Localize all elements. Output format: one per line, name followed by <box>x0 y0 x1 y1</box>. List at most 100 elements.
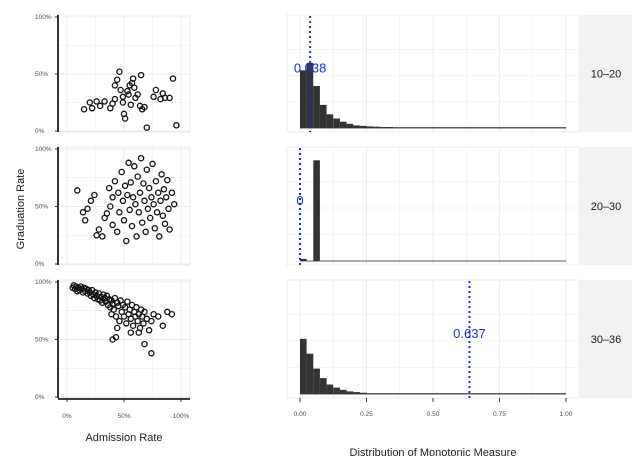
scatter-y-tick-label: 100% <box>35 146 52 153</box>
histogram-bar <box>393 393 400 394</box>
histogram-bar <box>479 127 487 128</box>
histogram-bar <box>546 393 553 394</box>
histogram-bar <box>492 393 500 394</box>
histogram-bar <box>492 127 500 128</box>
scatter-y-tick-label: 50% <box>35 337 48 344</box>
scatter-point <box>157 197 164 205</box>
scatter-point <box>132 200 139 208</box>
scatter-point <box>159 212 167 219</box>
histogram-bar <box>413 127 420 128</box>
histogram-bar <box>306 353 314 394</box>
scatter-point <box>150 200 157 208</box>
scatter-point <box>124 298 131 305</box>
facet-strip-row-3: 30–36 <box>580 280 632 398</box>
scatter-panel-row-1: 0% 50% 100% <box>35 14 191 135</box>
scatter-point <box>121 115 129 122</box>
scatter-point <box>127 101 135 109</box>
scatter-panels: 0% 50% 100% 0% 50% 100% 0% 50% 100% 0% 50% 100% <box>35 14 191 420</box>
scatter-point <box>120 217 128 224</box>
scatter-point <box>101 98 108 105</box>
scatter-point <box>168 189 176 196</box>
scatter-point <box>118 168 125 176</box>
histogram-reference-label: 0.038 <box>294 61 327 76</box>
histogram-x-tick-label: 0.50 <box>427 411 440 418</box>
scatter-point <box>121 182 129 190</box>
scatter-point <box>129 322 137 329</box>
scatter-point <box>152 86 160 94</box>
facet-strip-label: 10–20 <box>591 69 622 81</box>
scatter-point <box>111 177 119 185</box>
scatter-point <box>145 184 153 192</box>
scatter-point <box>123 237 130 245</box>
scatter-point <box>92 289 99 296</box>
scatter-point <box>153 209 161 216</box>
scatter-point <box>95 226 103 233</box>
histogram-bar <box>339 389 347 394</box>
scatter-point <box>93 232 100 239</box>
histogram-bar <box>453 127 460 128</box>
histogram-bar <box>346 391 354 395</box>
histogram-bar <box>386 393 394 394</box>
histogram-bar <box>353 392 360 394</box>
scatter-point <box>87 197 95 205</box>
scatter-point <box>80 106 88 113</box>
histogram-bar <box>333 118 340 128</box>
histogram-bar <box>453 393 460 394</box>
histogram-bar <box>559 393 566 394</box>
histogram-bar <box>539 393 546 394</box>
histogram-bar <box>539 127 546 128</box>
scatter-point <box>135 209 143 216</box>
scatter-point <box>154 313 162 320</box>
scatter-point <box>133 233 140 240</box>
histogram-bar <box>506 393 513 394</box>
histogram-bar <box>472 393 480 394</box>
scatter-point <box>129 194 137 201</box>
scatter-y-tick-label: 0% <box>35 128 45 135</box>
scatter-point <box>137 71 145 79</box>
histogram-bar <box>479 393 487 394</box>
histogram-x-tick-label: 0.75 <box>493 411 506 418</box>
scatter-point <box>141 308 148 316</box>
scatter-point <box>162 194 170 201</box>
scatter-x-tick-label: 50% <box>117 413 130 420</box>
scatter-point <box>160 186 168 193</box>
scatter-point <box>131 84 138 91</box>
scatter-point <box>148 317 155 325</box>
histogram-bar <box>300 258 307 261</box>
scatter-y-tick-label: 50% <box>35 204 48 211</box>
histogram-bar <box>439 127 447 128</box>
scatter-point <box>142 228 149 236</box>
scatter-point <box>149 160 156 168</box>
histogram-bar <box>326 114 334 128</box>
histogram-bar <box>433 127 440 128</box>
facet-strip-row-1: 10–20 <box>580 15 632 132</box>
scatter-point <box>143 124 151 131</box>
histogram-bar <box>526 393 533 394</box>
histogram-bar <box>359 392 367 394</box>
histogram-bar <box>472 127 480 128</box>
scatter-point <box>134 317 141 325</box>
histogram-bar <box>406 127 414 128</box>
scatter-point <box>115 189 122 196</box>
histogram-bar <box>559 127 566 128</box>
histogram-x-tick-label: 0.25 <box>360 411 373 418</box>
scatter-point <box>109 194 116 201</box>
scatter-point <box>127 179 135 186</box>
scatter-point <box>148 350 155 357</box>
scatter-point <box>111 95 119 103</box>
histogram-bar <box>300 338 307 394</box>
histogram-bar <box>519 393 527 394</box>
scatter-point <box>128 222 136 230</box>
scatter-point <box>99 233 106 240</box>
histogram-bar <box>546 127 553 128</box>
scatter-point <box>113 76 121 83</box>
histogram-bar <box>393 127 400 128</box>
scatter-point <box>111 82 119 89</box>
scatter-y-axis-title: Graduation Rate <box>15 169 27 250</box>
scatter-point <box>81 217 89 224</box>
histogram-bar <box>506 127 513 128</box>
facet-strip-background <box>580 15 632 132</box>
histogram-bar <box>519 127 527 128</box>
histogram-bar <box>346 123 354 128</box>
histogram-bar <box>326 384 334 394</box>
